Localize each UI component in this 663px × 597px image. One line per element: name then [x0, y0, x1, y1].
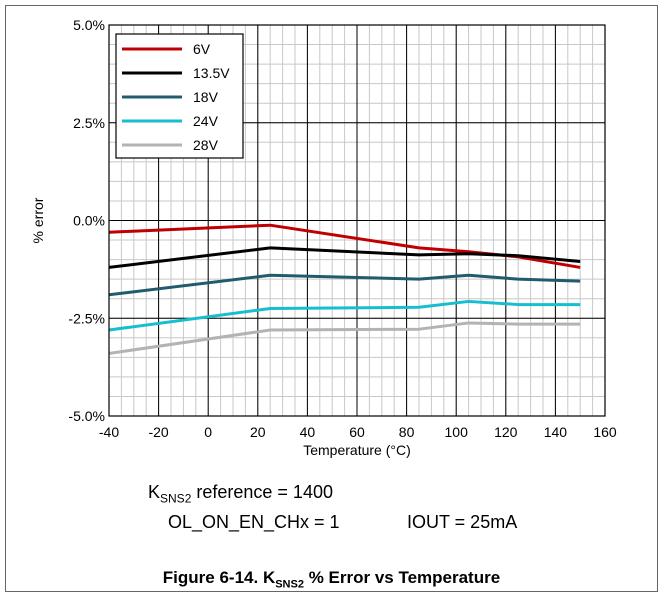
legend-label: 24V [193, 113, 219, 129]
ol-on-en-note: OL_ON_EN_CHx = 1 [168, 512, 340, 532]
y-tick-label: -2.5% [68, 310, 105, 326]
series-line-18V [108, 273, 581, 297]
y-tick-label: -5.0% [68, 408, 105, 424]
x-tick-label: -20 [148, 424, 168, 440]
ksns-subscript: SNS2 [160, 491, 192, 506]
legend: 6V 13.5V 18V 24V 28V [115, 33, 244, 159]
y-tick-label: 0.0% [73, 213, 105, 229]
y-tick-label: 2.5% [73, 115, 105, 131]
x-tick-label: 80 [399, 424, 415, 440]
series-lines [108, 223, 581, 355]
y-axis-label: % error [30, 197, 46, 243]
ksns-reference-note: KSNS2 reference = 1400 [148, 482, 333, 506]
series-line-6V [108, 223, 581, 269]
legend-label: 13.5V [193, 65, 230, 81]
legend-label: 6V [193, 41, 211, 57]
x-axis-label: Temperature (°C) [303, 442, 411, 458]
x-tick-label: 60 [349, 424, 365, 440]
x-tick-label: 160 [593, 424, 617, 440]
y-tick-labels: 5.0% 2.5% 0.0% -2.5% -5.0% [68, 17, 105, 424]
plot-border [108, 24, 606, 417]
caption-suffix: % Error vs Temperature [303, 568, 501, 587]
series-line-24V [108, 299, 581, 332]
x-tick-label: 0 [204, 424, 212, 440]
legend-label: 28V [193, 137, 219, 153]
y-tick-label: 5.0% [73, 17, 105, 33]
x-tick-labels: -40 -20 0 20 40 60 80 100 120 140 160 [99, 424, 617, 440]
x-tick-label: 20 [250, 424, 266, 440]
caption-prefix: Figure 6-14. K [162, 568, 276, 587]
ksns-k: K [148, 482, 161, 502]
x-tick-label: 140 [544, 424, 568, 440]
iout-note: IOUT = 25mA [407, 512, 518, 532]
caption-subscript: SNS2 [275, 578, 304, 591]
x-tick-label: 100 [445, 424, 469, 440]
ksns-reference-value: reference = 1400 [191, 482, 333, 502]
series-line-13_5V [108, 246, 581, 269]
x-tick-label: 40 [300, 424, 316, 440]
x-tick-label: -40 [99, 424, 119, 440]
legend-label: 18V [193, 89, 219, 105]
x-tick-label: 120 [494, 424, 518, 440]
figure-caption: Figure 6-14. KSNS2 % Error vs Temperatur… [0, 568, 663, 590]
series-line-28V [108, 321, 581, 355]
